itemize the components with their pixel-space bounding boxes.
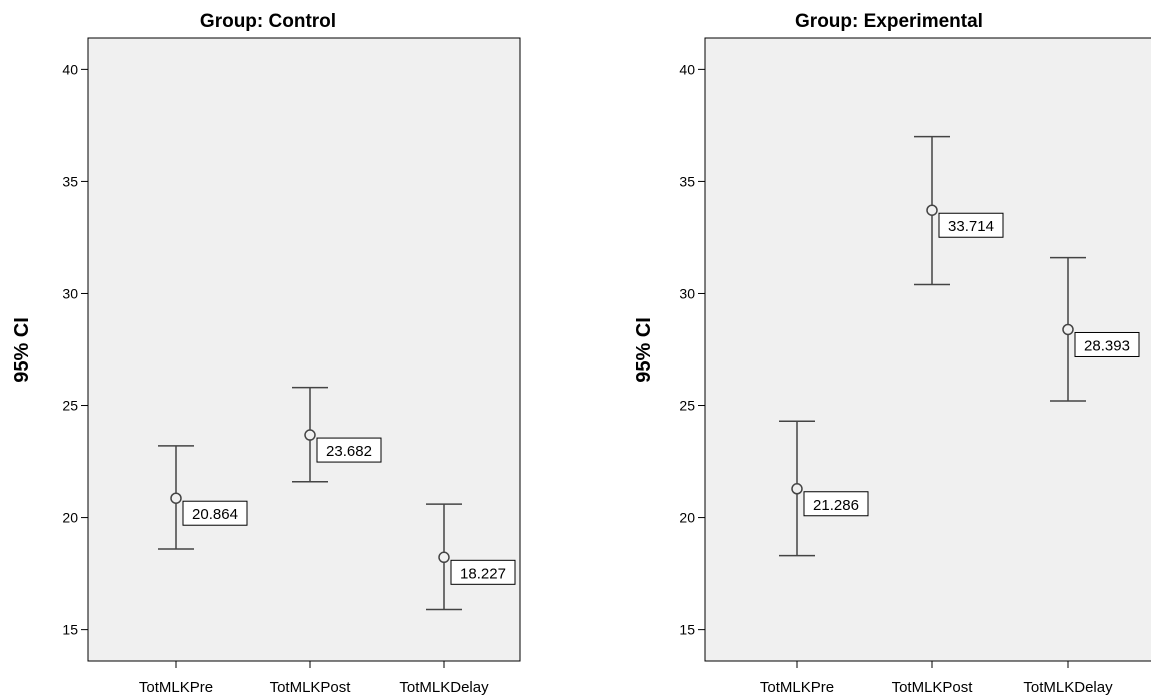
error-bar-group: 21.286 [779, 420, 869, 557]
panel-title: Group: Control [200, 11, 336, 32]
error-bar-group: 28.393 [1050, 256, 1140, 402]
y-tick-label: 25 [62, 398, 78, 414]
x-category-label: TotMLKPost [270, 679, 352, 696]
y-tick-label: 40 [62, 61, 78, 77]
y-axis-ticks: 15 20 25 30 35 40 [62, 61, 88, 638]
y-tick-label: 30 [679, 285, 695, 301]
data-label: 21.286 [813, 497, 859, 514]
x-category-label: TotMLKPost [892, 679, 974, 696]
y-tick-label: 35 [679, 173, 695, 189]
error-bar-group: 20.864 [158, 445, 248, 550]
y-tick-label: 30 [62, 285, 78, 301]
mean-marker [170, 492, 182, 504]
mean-marker [304, 429, 316, 441]
error-bars: 21.286 33.714 28.393 [779, 135, 1140, 557]
panel-title: Group: Experimental [795, 11, 983, 32]
mean-marker [438, 551, 450, 564]
data-label: 20.864 [192, 506, 238, 523]
y-tick-label: 15 [679, 622, 695, 638]
error-bar-group: 23.682 [292, 386, 382, 483]
y-tick-label: 35 [62, 173, 78, 189]
y-tick-label: 25 [679, 398, 695, 414]
data-label: 18.227 [460, 565, 506, 582]
y-tick-label: 20 [62, 510, 78, 526]
error-bars: 20.864 23.682 18.227 [158, 386, 516, 611]
data-label-box [450, 559, 516, 585]
mean-marker [1062, 323, 1074, 336]
y-tick-label: 40 [679, 61, 695, 77]
data-label-box [316, 437, 382, 463]
panel-experimental: Group: Experimental 95% CI 152025303540 … [633, 11, 1151, 696]
data-label: 23.682 [326, 443, 372, 460]
panel-control: Group: Control 95% CI 15 20 25 30 35 40 TotML… [11, 11, 521, 696]
y-axis-ticks: 15 20 25 30 35 40 [679, 61, 705, 638]
x-category-label: TotMLKDelay [1023, 679, 1113, 696]
data-label: 33.714 [948, 218, 994, 235]
data-label-box [938, 212, 1004, 238]
error-bar-group: 33.714 [914, 135, 1004, 286]
x-category-label: TotMLKPre [139, 679, 213, 696]
mean-marker [926, 204, 938, 216]
y-tick-label: 20 [679, 510, 695, 526]
y-axis-label: 95% CI [11, 317, 33, 383]
y-axis-label: 95% CI [633, 317, 655, 383]
data-label: 28.393 [1084, 337, 1130, 354]
data-label-box [182, 500, 248, 526]
y-tick-label: 15 [62, 622, 78, 638]
x-axis-categories: TotMLKPre TotMLKPost TotMLKDelay [760, 661, 1113, 696]
x-category-label: TotMLKPre [760, 679, 834, 696]
data-label-box [1074, 331, 1140, 357]
mean-marker [791, 483, 803, 495]
error-bar-group: 18.227 [426, 503, 516, 611]
x-category-label: TotMLKDelay [399, 679, 489, 696]
data-label-box [803, 491, 869, 517]
x-axis-categories: TotMLKPre TotMLKPost TotMLKDelay [139, 661, 489, 696]
